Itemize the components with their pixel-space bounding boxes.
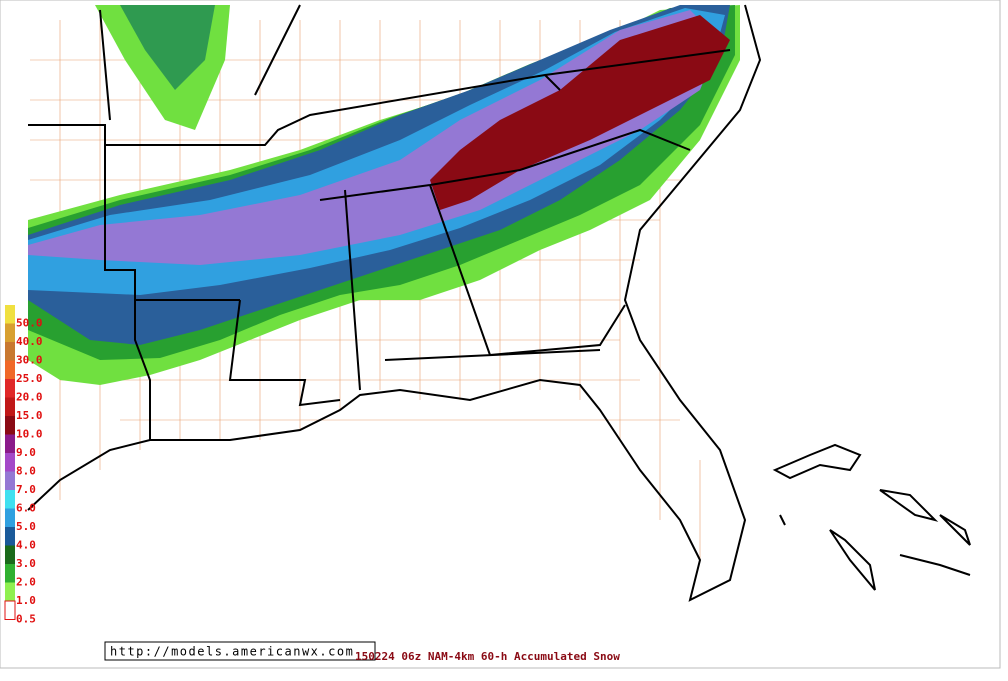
legend-swatch [5, 508, 15, 527]
url-text: http://models.americanwx.com [110, 645, 354, 659]
legend-label: 8.0 [16, 465, 36, 478]
snow-band-north [120, 5, 215, 90]
legend-label: 4.0 [16, 539, 36, 552]
legend-swatch [5, 305, 15, 324]
legend-swatch [4, 600, 16, 620]
snow-band-6 [430, 15, 730, 210]
legend-swatch [5, 397, 15, 416]
state-lines [28, 4, 731, 440]
legend-swatch [5, 527, 15, 546]
legend-label: 20.0 [16, 391, 43, 404]
legend: 50.0 40.0 30.0 25.0 20.0 15.0 10.0 9.0 8.0 7.0 6.0… [4, 305, 43, 626]
legend-swatch [5, 471, 15, 490]
legend-label: 0.5 [16, 613, 36, 626]
legend-label: 5.0 [16, 520, 36, 533]
legend-label: 9.0 [16, 446, 36, 459]
legend-swatch [5, 323, 15, 342]
legend-swatch [5, 342, 15, 361]
legend-label: 10.0 [16, 428, 43, 441]
legend-label: 3.0 [16, 557, 36, 570]
legend-label: 1.0 [16, 594, 36, 607]
legend-swatch [5, 379, 15, 398]
caption: 150224 06z NAM-4km 60-h Accumulated Snow [355, 650, 620, 663]
legend-swatch [5, 545, 15, 564]
legend-label: 30.0 [16, 354, 43, 367]
url-box [104, 641, 376, 661]
legend-swatch [5, 453, 15, 472]
borders [27, 4, 971, 602]
coastline [27, 4, 762, 602]
legend-label: 2.0 [16, 576, 36, 589]
legend-swatch [5, 490, 15, 509]
legend-label: 6.0 [16, 502, 36, 515]
legend-label: 7.0 [16, 483, 36, 496]
legend-label: 15.0 [16, 409, 43, 422]
legend-label: 50.0 [16, 317, 43, 330]
legend-swatch [5, 564, 15, 583]
legend-swatch [5, 360, 15, 379]
legend-label: 40.0 [16, 335, 43, 348]
legend-swatch [5, 582, 15, 601]
legend-swatch [5, 416, 15, 435]
legend-label: 25.0 [16, 372, 43, 385]
legend-swatch [5, 434, 15, 453]
islands [772, 443, 971, 591]
